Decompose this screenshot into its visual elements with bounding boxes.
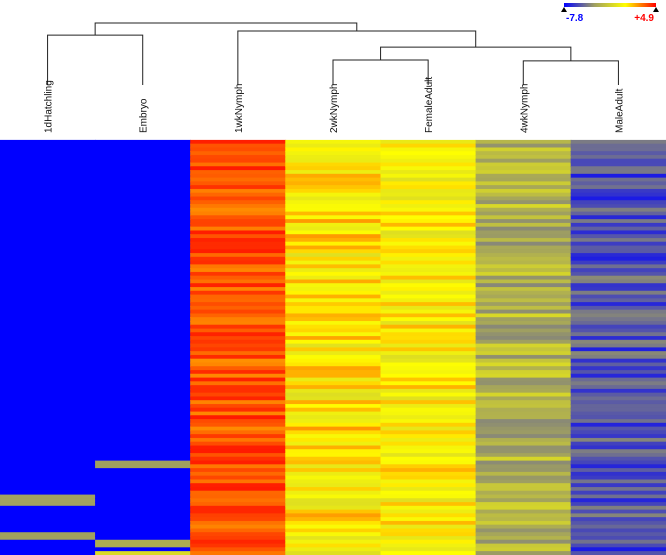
dendrogram-branch-c4 bbox=[380, 46, 572, 61]
heat-cell bbox=[285, 551, 382, 555]
sample-label-2wknymph: 2wkNymph bbox=[329, 84, 340, 133]
color-scale-bar bbox=[564, 3, 656, 7]
sample-dendrogram bbox=[47, 22, 619, 85]
scale-min-marker bbox=[561, 7, 567, 12]
dendrogram-branch-c1 bbox=[47, 34, 144, 85]
heat-cell bbox=[570, 551, 666, 555]
heat-cell bbox=[0, 551, 96, 555]
sample-label-maleadult: MaleAdult bbox=[614, 88, 625, 133]
heat-cell bbox=[190, 551, 287, 555]
scale-min-label: -7.8 bbox=[566, 13, 584, 24]
heat-cell bbox=[380, 551, 477, 555]
dendrogram-branch-c6 bbox=[94, 22, 358, 36]
dendrogram-branch-c5 bbox=[237, 30, 477, 85]
color-legend: -7.8 +4.9 bbox=[561, 3, 659, 24]
sample-labels: 1dHatchling Embryo 1wkNymph 2wkNymph FemaleA… bbox=[44, 77, 626, 133]
heat-cell bbox=[475, 551, 572, 555]
sample-label-embryo: Embryo bbox=[139, 98, 150, 133]
dendrogram-branch-c3 bbox=[522, 60, 619, 85]
heat-cell bbox=[95, 551, 191, 555]
sample-label-4wknymph: 4wkNymph bbox=[519, 84, 530, 133]
scale-max-label: +4.9 bbox=[634, 13, 654, 24]
sample-label-femaleadult: FemaleAdult bbox=[424, 77, 435, 133]
sample-label-1dhatchling: 1dHatchling bbox=[44, 80, 55, 133]
scale-max-marker bbox=[653, 7, 659, 12]
dendrogram-branch-c2 bbox=[332, 59, 429, 85]
heatmap-grid bbox=[0, 139, 666, 555]
sample-label-1wknymph: 1wkNymph bbox=[234, 84, 245, 133]
